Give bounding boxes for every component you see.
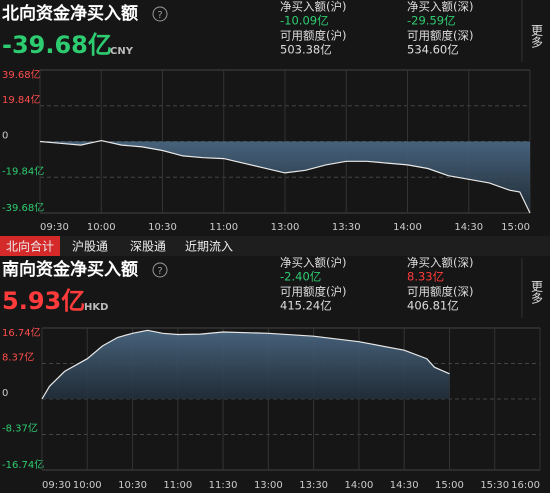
stat-value: 8.33亿 — [407, 270, 444, 284]
north-title: 北向资金净买入额 — [2, 3, 138, 24]
y-tick-label: -16.74亿 — [2, 458, 44, 471]
stat-value: 406.81亿 — [407, 299, 459, 313]
x-tick-label: 13:00 — [271, 222, 300, 233]
stat-value: -2.40亿 — [280, 270, 321, 284]
y-tick-label: 39.68亿 — [2, 68, 41, 81]
x-tick-label: 11:00 — [209, 222, 238, 233]
more-button[interactable]: 更多 — [530, 280, 544, 305]
tab[interactable]: 近期流入 — [185, 240, 233, 254]
x-tick-label: 11:00 — [163, 480, 192, 491]
north-unit: CNY — [110, 46, 134, 57]
stat-value: 534.60亿 — [407, 43, 459, 57]
x-tick-label: 10:00 — [87, 222, 116, 233]
stat-label: 净买入额(深) — [407, 256, 473, 270]
x-tick-label: 10:30 — [148, 222, 177, 233]
tab[interactable]: 北向合计 — [6, 239, 54, 254]
area-fill — [42, 330, 450, 399]
y-tick-label: 8.37亿 — [2, 351, 34, 364]
more-button[interactable]: 更多 — [530, 24, 544, 49]
line — [41, 329, 450, 400]
stat-label: 可用额度(沪) — [280, 285, 346, 299]
y-tick-label: -8.37亿 — [2, 422, 38, 435]
tab[interactable]: 深股通 — [130, 240, 166, 254]
south-value: 5.93亿 — [2, 287, 85, 315]
x-tick-label: 10:30 — [118, 480, 147, 491]
area-fill — [40, 140, 530, 213]
stat-label: 可用额度(深) — [407, 285, 473, 299]
x-tick-label: 09:30 — [40, 222, 69, 233]
stat-value: 415.24亿 — [280, 299, 332, 313]
y-tick-label: 0 — [2, 131, 8, 142]
x-tick-label: 10:00 — [73, 480, 102, 491]
stat-label: 净买入额(沪) — [280, 0, 346, 14]
stat-value: -29.59亿 — [407, 14, 456, 28]
help-icon[interactable]: ? — [152, 262, 168, 278]
help-icon[interactable]: ? — [152, 6, 168, 22]
x-tick-label: 13:00 — [254, 480, 283, 491]
y-tick-label: 16.74亿 — [2, 326, 41, 339]
x-tick-label: 09:30 — [42, 480, 71, 491]
line — [39, 139, 531, 214]
x-tick-label: 11:30 — [209, 480, 238, 491]
y-tick-label: -19.84亿 — [2, 164, 44, 177]
svg-text:?: ? — [157, 266, 162, 277]
y-tick-label: -39.68亿 — [2, 201, 44, 214]
x-tick-label: 13:30 — [332, 222, 361, 233]
stat-value: 503.38亿 — [280, 43, 332, 57]
y-tick-label: 19.84亿 — [2, 93, 41, 106]
south-unit: HKD — [84, 302, 108, 313]
north-value: -39.68亿 — [2, 31, 112, 59]
x-tick-label: 13:30 — [299, 480, 328, 491]
x-tick-label: 15:00 — [501, 222, 530, 233]
svg-text:?: ? — [157, 10, 162, 21]
x-tick-label: 14:30 — [454, 222, 483, 233]
stat-label: 可用额度(沪) — [280, 29, 346, 43]
south-title: 南向资金净买入额 — [2, 259, 138, 280]
y-tick-label: 0 — [2, 388, 8, 399]
x-tick-label: 14:30 — [390, 480, 419, 491]
tab-active-bg — [0, 236, 60, 256]
tab-bar — [0, 236, 550, 256]
tab[interactable]: 沪股通 — [72, 240, 108, 254]
x-tick-label: 14:00 — [344, 480, 373, 491]
x-tick-label: 14:00 — [393, 222, 422, 233]
x-tick-label: 15:30 — [480, 480, 509, 491]
stat-value: -10.09亿 — [280, 14, 329, 28]
x-tick-label: 15:00 — [435, 480, 464, 491]
stat-label: 净买入额(深) — [407, 0, 473, 14]
stat-label: 可用额度(深) — [407, 29, 473, 43]
stat-label: 净买入额(沪) — [280, 256, 346, 270]
x-tick-label: 16:00 — [511, 480, 540, 491]
